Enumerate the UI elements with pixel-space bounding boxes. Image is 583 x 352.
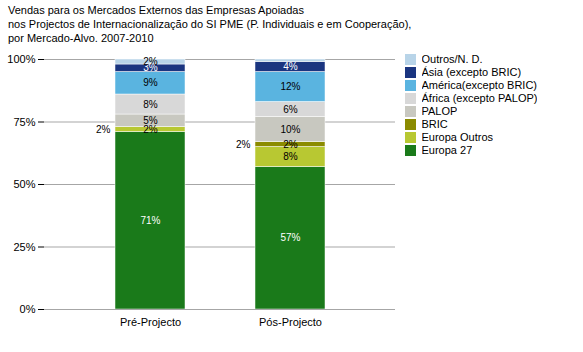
svg-text:0%: 0%: [20, 303, 36, 315]
html-text:Vendas para os Mercados Extern: Vendas para os Mercados Externos das Emp…: [8, 4, 412, 44]
svg-text:2%: 2%: [143, 56, 158, 67]
svg-text:2%: 2%: [283, 139, 298, 150]
html-text:América(excepto BRIC): América(excepto BRIC): [421, 79, 537, 92]
svg-text:2%: 2%: [236, 139, 251, 150]
svg-text:4%: 4%: [283, 61, 298, 72]
html-text:Europa 27: Europa 27: [421, 144, 473, 157]
svg-text:100%: 100%: [7, 53, 35, 65]
html-text:África (excepto PALOP): África (excepto PALOP): [421, 92, 538, 105]
svg-text:10%: 10%: [280, 124, 300, 135]
svg-text:57%: 57%: [280, 233, 300, 244]
svg-text:Pós-Projecto: Pós-Projecto: [259, 317, 322, 329]
svg-text:71%: 71%: [140, 215, 160, 226]
svg-text:9%: 9%: [143, 78, 158, 89]
svg-text:5%: 5%: [143, 115, 158, 126]
html-text:PALOP: PALOP: [421, 105, 458, 118]
html-text:Europa Outros: Europa Outros: [421, 131, 493, 144]
svg-text:6%: 6%: [283, 104, 298, 115]
svg-text:25%: 25%: [13, 241, 35, 253]
svg-text:50%: 50%: [13, 178, 35, 190]
svg-text:3%: 3%: [143, 62, 158, 74]
svg-text:2%: 2%: [96, 124, 111, 135]
html-text:BRIC: BRIC: [421, 118, 448, 131]
svg-text:8%: 8%: [283, 151, 298, 162]
svg-text:8%: 8%: [143, 99, 158, 110]
svg-text:12%: 12%: [280, 81, 300, 92]
svg-text:75%: 75%: [13, 116, 35, 128]
html-text:Ásia (excepto BRIC): Ásia (excepto BRIC): [421, 66, 522, 79]
html-text:Outros/N. D.: Outros/N. D.: [421, 53, 483, 66]
svg-text:2%: 2%: [143, 123, 158, 135]
svg-text:Pré-Projecto: Pré-Projecto: [120, 317, 181, 329]
